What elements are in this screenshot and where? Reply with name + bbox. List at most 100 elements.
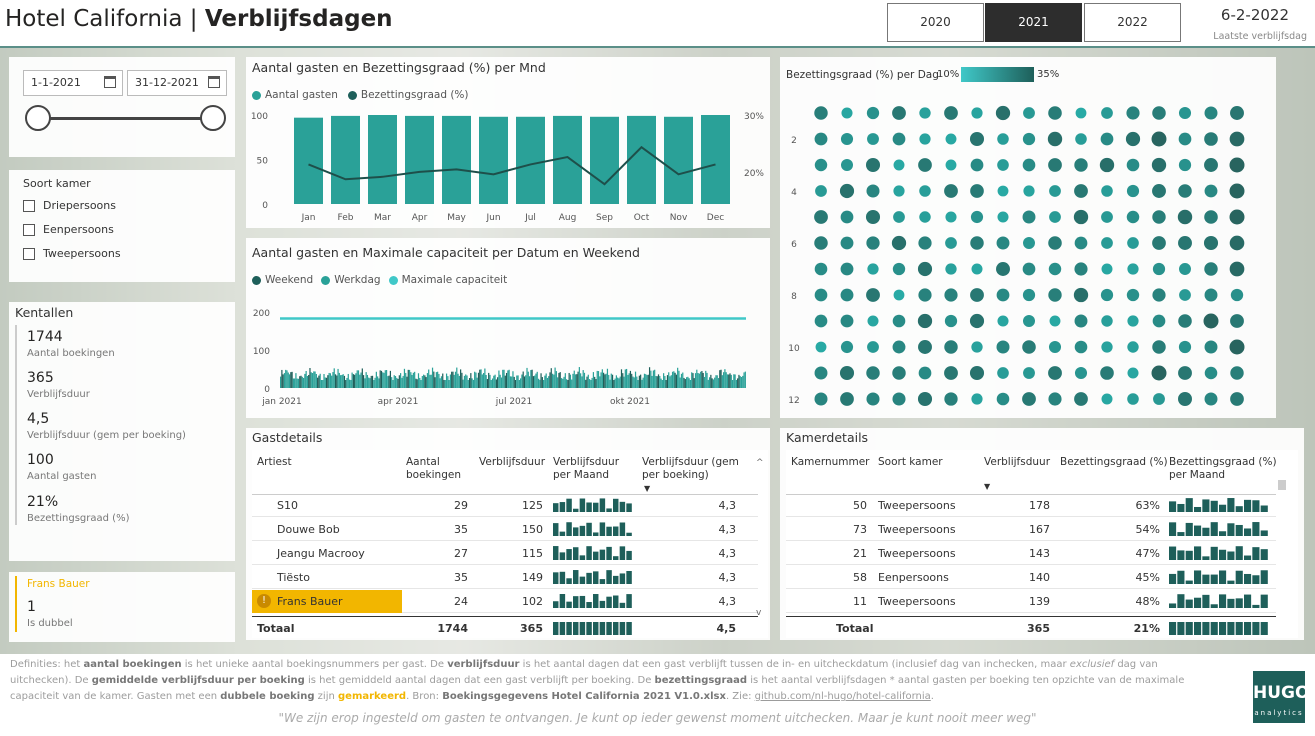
day-bar <box>512 371 514 388</box>
col-occupancy-month[interactable]: Bezettingsgraad (%) per Maand <box>1169 456 1277 481</box>
day-bar <box>565 379 568 388</box>
spark-bar <box>573 622 579 635</box>
spark-bar <box>606 546 612 560</box>
day-bar <box>654 369 656 388</box>
sort-desc-icon[interactable]: ▼ <box>644 484 651 493</box>
day-bar <box>504 375 506 388</box>
daily-chart-title: Aantal gasten en Maximale capaciteit per… <box>252 245 640 260</box>
date-slider-track[interactable] <box>38 117 213 120</box>
day-dot <box>1178 392 1192 406</box>
day-bar <box>416 379 418 388</box>
table-row[interactable]: Douwe Bob 35 150 4,3 <box>252 518 758 541</box>
day-bar <box>350 380 352 388</box>
day-dot <box>1229 261 1245 277</box>
col-room-type[interactable]: Soort kamer <box>878 456 943 468</box>
day-bar <box>296 378 298 388</box>
day-dot <box>944 106 958 120</box>
stay-sparkline <box>553 570 632 584</box>
day-bar <box>541 377 543 388</box>
day-bar <box>744 371 746 388</box>
day-bar <box>661 380 663 388</box>
spark-bar <box>1235 546 1243 560</box>
day-bar <box>360 372 362 388</box>
room-total-row: Totaal 365 21% <box>786 616 1276 638</box>
col-room-stay[interactable]: Verblijfsduur <box>984 456 1051 468</box>
table-row[interactable]: ! Frans Bauer 24 102 4,3 <box>252 590 758 613</box>
checkbox-driepersoons[interactable] <box>23 200 35 212</box>
last-date: 6-2-2022 <box>1220 6 1289 24</box>
table-row[interactable]: 21 Tweepersoons 143 47% <box>786 542 1276 565</box>
avg: 4,3 <box>718 571 737 584</box>
artist-name: Frans Bauer <box>277 595 343 608</box>
calendar-icon[interactable] <box>104 76 116 88</box>
col-bookings[interactable]: Aantal boekingen <box>406 456 461 481</box>
table-row[interactable]: S10 29 125 4,3 <box>252 494 758 517</box>
day-bar <box>288 374 291 388</box>
table-row[interactable]: 73 Tweepersoons 167 54% <box>786 518 1276 541</box>
table-row[interactable]: 11 Tweepersoons 139 48% <box>786 590 1276 613</box>
spark-bar <box>599 579 606 584</box>
day-bar <box>596 370 598 388</box>
day-bar <box>355 373 357 388</box>
day-dot <box>945 211 957 223</box>
duplicate-card <box>9 572 235 642</box>
col-stay-month[interactable]: Verblijfsduur per Maand <box>553 456 620 481</box>
kpi-title: Kentallen <box>15 305 74 320</box>
row-label: 12 <box>788 396 799 406</box>
spark-bar <box>1185 580 1193 584</box>
table-row[interactable]: 50 Tweepersoons 178 63% <box>786 494 1276 517</box>
guest-table-title: Gastdetails <box>252 430 323 445</box>
col-artist[interactable]: Artiest <box>257 456 292 468</box>
day-dot <box>1074 314 1088 328</box>
spark-bar <box>566 578 572 584</box>
bookings: 35 <box>454 523 468 536</box>
year-button-2020[interactable]: 2020 <box>887 3 984 42</box>
date-slider-end-handle[interactable] <box>200 105 226 131</box>
legend-dot-workday <box>321 275 331 285</box>
table-row[interactable]: 58 Eenpersoons 140 45% <box>786 566 1276 589</box>
calendar-icon[interactable] <box>208 76 220 88</box>
sort-desc-icon[interactable]: ▼ <box>984 482 991 491</box>
day-bar <box>553 374 555 388</box>
scroll-up-icon[interactable]: ^ <box>756 458 764 468</box>
checkbox-eenpersoons[interactable] <box>23 224 35 236</box>
day-bar <box>544 375 546 388</box>
day-dot <box>945 159 957 171</box>
day-bar <box>403 368 406 388</box>
day-bar <box>338 372 340 388</box>
day-bar <box>396 377 398 388</box>
col-room-number[interactable]: Kamernummer <box>791 456 870 468</box>
github-link[interactable]: github.com/nl-hugo/hotel-california <box>754 691 931 702</box>
col-stay[interactable]: Verblijfsduur <box>479 456 546 468</box>
year-button-2022[interactable]: 2022 <box>1084 3 1181 42</box>
day-bar <box>520 378 522 388</box>
checkbox-tweepersoons[interactable] <box>23 248 35 260</box>
room-number: 58 <box>853 571 867 584</box>
day-bar <box>710 374 712 388</box>
header-divider <box>786 494 1276 495</box>
day-bar <box>683 377 685 388</box>
table-row[interactable]: Tiësto 35 149 4,3 <box>252 566 758 589</box>
spark-bar <box>1194 525 1202 536</box>
day-bar <box>526 367 528 388</box>
day-dot <box>1022 262 1036 276</box>
spark-bar <box>1252 604 1260 608</box>
date-slider-start-handle[interactable] <box>25 105 51 131</box>
spark-bar <box>579 525 586 536</box>
start-date-input[interactable]: 1-1-2021 <box>23 70 123 96</box>
daily-chart: 200 100 0 jan 2021 apr 2021 jul 2021 okt 2021 <box>253 309 746 407</box>
scrollbar[interactable] <box>1278 480 1286 490</box>
col-occupancy[interactable]: Bezettingsgraad (%) <box>1060 456 1168 468</box>
col-avg[interactable]: Verblijfsduur (gem per boeking) <box>642 456 739 481</box>
duplicate-highlight <box>252 590 402 613</box>
scroll-down-icon[interactable]: v <box>756 608 762 618</box>
day-dot <box>997 133 1009 145</box>
end-date-input[interactable]: 31-12-2021 <box>127 70 227 96</box>
day-dot <box>893 159 905 171</box>
spark-bar <box>1169 603 1177 608</box>
year-button-2021[interactable]: 2021 <box>985 3 1082 42</box>
header-divider <box>252 494 758 495</box>
table-row[interactable]: Jeangu Macrooy 27 115 4,3 <box>252 542 758 565</box>
day-bar <box>516 375 518 388</box>
day-dot <box>1047 131 1063 147</box>
